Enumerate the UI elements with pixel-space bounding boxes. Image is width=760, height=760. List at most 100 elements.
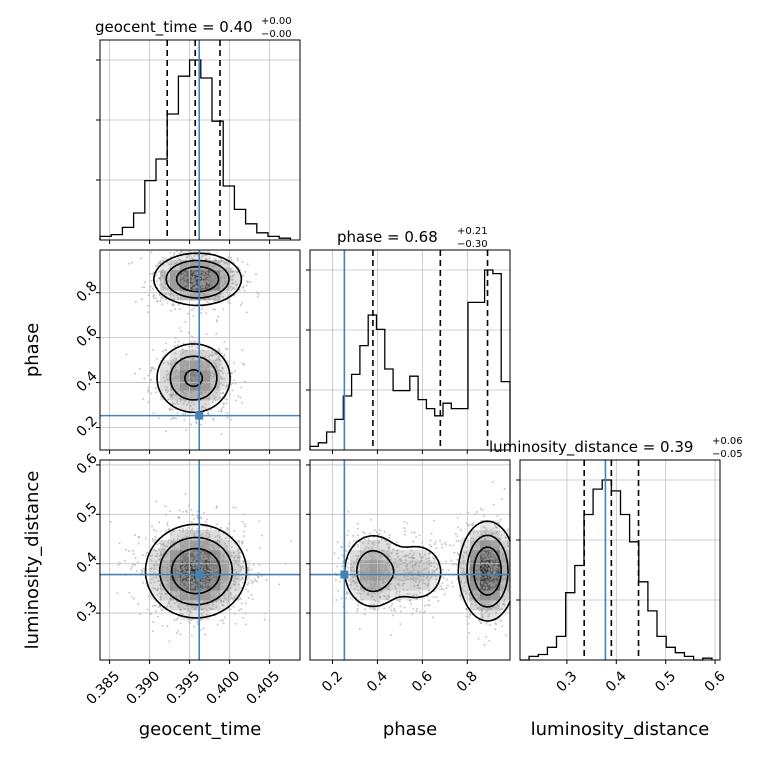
sample-point-phase-vs-luminosity-distance bbox=[495, 599, 498, 602]
sample-point-geocent-time-vs-luminosity-distance bbox=[227, 576, 230, 579]
sample-point-phase-vs-luminosity-distance bbox=[475, 543, 478, 546]
sample-point-geocent-time-vs-luminosity-distance bbox=[183, 541, 186, 544]
sample-point-phase-vs-luminosity-distance bbox=[484, 601, 486, 604]
ytick-label-phase: 0.8 bbox=[74, 278, 101, 305]
density-cell-geocent-time-vs-phase bbox=[160, 390, 171, 401]
sample-point-phase-vs-luminosity-distance bbox=[382, 595, 385, 597]
sample-point-phase-vs-luminosity-distance bbox=[481, 607, 484, 610]
sample-point-phase-vs-luminosity-distance bbox=[404, 530, 407, 533]
sample-point-geocent-time-vs-luminosity-distance bbox=[260, 534, 263, 537]
sample-point-geocent-time-vs-luminosity-distance bbox=[208, 536, 211, 538]
sample-point-phase-vs-luminosity-distance bbox=[371, 592, 373, 595]
density-cell-phase-vs-luminosity-distance bbox=[410, 590, 421, 601]
sample-point-phase-vs-luminosity-distance bbox=[490, 574, 493, 577]
sample-point-geocent-time-vs-luminosity-distance bbox=[152, 528, 155, 531]
sample-point-phase-vs-luminosity-distance bbox=[357, 604, 359, 607]
sample-point-phase-vs-luminosity-distance bbox=[383, 575, 386, 577]
sample-point-geocent-time-vs-phase bbox=[194, 288, 196, 291]
sample-point-phase-vs-luminosity-distance bbox=[473, 584, 476, 587]
sample-point-geocent-time-vs-luminosity-distance bbox=[252, 564, 255, 567]
sample-point-geocent-time-vs-luminosity-distance bbox=[217, 558, 220, 561]
sample-point-geocent-time-vs-phase bbox=[192, 275, 195, 278]
sample-point-phase-vs-luminosity-distance bbox=[468, 578, 471, 580]
sample-point-phase-vs-luminosity-distance bbox=[359, 561, 362, 564]
sample-point-geocent-time-vs-luminosity-distance bbox=[158, 592, 161, 595]
sample-point-geocent-time-vs-phase bbox=[215, 358, 218, 361]
sample-point-phase-vs-luminosity-distance bbox=[441, 582, 444, 585]
sample-point-geocent-time-vs-phase bbox=[172, 254, 175, 256]
sample-point-geocent-time-vs-luminosity-distance bbox=[214, 570, 216, 573]
sample-point-geocent-time-vs-phase bbox=[222, 384, 224, 387]
sample-point-geocent-time-vs-luminosity-distance bbox=[229, 608, 232, 611]
sample-point-geocent-time-vs-phase bbox=[192, 403, 195, 406]
sample-point-geocent-time-vs-luminosity-distance bbox=[203, 564, 206, 566]
density-cell-geocent-time-vs-luminosity-distance bbox=[180, 610, 191, 621]
title-geocent-time-text: geocent_time = 0.40 bbox=[95, 18, 253, 37]
sample-point-phase-vs-luminosity-distance bbox=[499, 620, 502, 623]
sample-point-phase-vs-luminosity-distance bbox=[348, 545, 350, 547]
sample-point-geocent-time-vs-luminosity-distance bbox=[192, 533, 195, 536]
sample-point-phase-vs-luminosity-distance bbox=[507, 528, 510, 531]
sample-point-geocent-time-vs-luminosity-distance bbox=[142, 581, 144, 584]
sample-point-geocent-time-vs-phase bbox=[168, 263, 171, 266]
sample-point-geocent-time-vs-phase bbox=[240, 386, 243, 389]
sample-point-geocent-time-vs-phase bbox=[215, 286, 217, 289]
sample-point-geocent-time-vs-phase bbox=[204, 355, 207, 358]
sample-point-geocent-time-vs-luminosity-distance bbox=[225, 565, 228, 568]
contour-geocent-time-vs-phase-1 bbox=[153, 252, 243, 414]
sample-point-phase-vs-luminosity-distance bbox=[352, 534, 355, 537]
sample-point-geocent-time-vs-luminosity-distance bbox=[258, 563, 261, 566]
sample-point-geocent-time-vs-phase bbox=[180, 277, 183, 279]
text-layer: geocent_time = 0.40 +0.00 −0.00 phase = … bbox=[22, 16, 743, 740]
sample-point-geocent-time-vs-phase bbox=[220, 408, 223, 411]
density-cell-phase-vs-luminosity-distance bbox=[470, 530, 481, 541]
sample-point-geocent-time-vs-phase bbox=[190, 362, 192, 365]
sample-point-geocent-time-vs-luminosity-distance bbox=[203, 541, 206, 543]
sample-point-geocent-time-vs-phase bbox=[192, 307, 195, 310]
sample-point-geocent-time-vs-luminosity-distance bbox=[190, 634, 193, 637]
sample-point-geocent-time-vs-phase bbox=[193, 268, 196, 271]
sample-point-geocent-time-vs-phase bbox=[166, 361, 169, 364]
sample-point-geocent-time-vs-luminosity-distance bbox=[232, 551, 235, 554]
sample-point-geocent-time-vs-luminosity-distance bbox=[213, 557, 215, 560]
truth-marker-geocent-time-vs-luminosity-distance bbox=[195, 570, 204, 579]
sample-point-phase-vs-luminosity-distance bbox=[470, 537, 473, 540]
sample-point-geocent-time-vs-luminosity-distance bbox=[130, 595, 133, 598]
sample-point-geocent-time-vs-phase bbox=[214, 364, 217, 367]
sample-point-phase-vs-luminosity-distance bbox=[353, 570, 356, 573]
sample-point-phase-vs-luminosity-distance bbox=[481, 614, 483, 617]
sample-point-geocent-time-vs-luminosity-distance bbox=[169, 580, 172, 583]
sample-point-phase-vs-luminosity-distance bbox=[383, 531, 386, 533]
density-cell-phase-vs-luminosity-distance bbox=[350, 550, 361, 561]
sample-point-phase-vs-luminosity-distance bbox=[463, 581, 466, 584]
sample-point-geocent-time-vs-luminosity-distance bbox=[194, 606, 197, 609]
sample-point-geocent-time-vs-phase bbox=[152, 367, 155, 370]
sample-point-geocent-time-vs-luminosity-distance bbox=[241, 577, 244, 580]
sample-point-phase-vs-luminosity-distance bbox=[471, 577, 474, 580]
sample-point-geocent-time-vs-phase bbox=[207, 386, 210, 388]
sample-point-geocent-time-vs-luminosity-distance bbox=[203, 578, 205, 581]
sample-point-phase-vs-luminosity-distance bbox=[488, 578, 491, 581]
sample-point-geocent-time-vs-luminosity-distance bbox=[156, 543, 159, 546]
sample-point-phase-vs-luminosity-distance bbox=[358, 592, 361, 595]
sample-point-phase-vs-luminosity-distance bbox=[474, 570, 477, 573]
sample-point-phase-vs-luminosity-distance bbox=[382, 582, 384, 584]
sample-point-phase-vs-luminosity-distance bbox=[411, 564, 414, 567]
density-cell-phase-vs-luminosity-distance bbox=[430, 580, 441, 591]
sample-point-phase-vs-luminosity-distance bbox=[488, 543, 491, 546]
sample-point-geocent-time-vs-luminosity-distance bbox=[182, 586, 185, 589]
sample-point-geocent-time-vs-phase bbox=[143, 286, 146, 289]
sample-point-phase-vs-luminosity-distance bbox=[393, 607, 396, 610]
sample-point-geocent-time-vs-phase bbox=[215, 391, 218, 394]
sample-point-geocent-time-vs-phase bbox=[186, 395, 189, 398]
sample-point-geocent-time-vs-luminosity-distance bbox=[195, 564, 198, 566]
sample-point-geocent-time-vs-luminosity-distance bbox=[240, 587, 243, 590]
sample-point-geocent-time-vs-phase bbox=[152, 295, 155, 298]
sample-point-geocent-time-vs-luminosity-distance bbox=[190, 540, 193, 543]
density-cell-geocent-time-vs-phase bbox=[220, 260, 231, 271]
sample-point-geocent-time-vs-phase bbox=[166, 277, 169, 279]
density-cell-phase-vs-luminosity-distance bbox=[420, 560, 431, 571]
sample-point-geocent-time-vs-phase bbox=[241, 402, 243, 404]
sample-point-phase-vs-luminosity-distance bbox=[501, 560, 504, 563]
sample-point-phase-vs-luminosity-distance bbox=[345, 597, 348, 600]
